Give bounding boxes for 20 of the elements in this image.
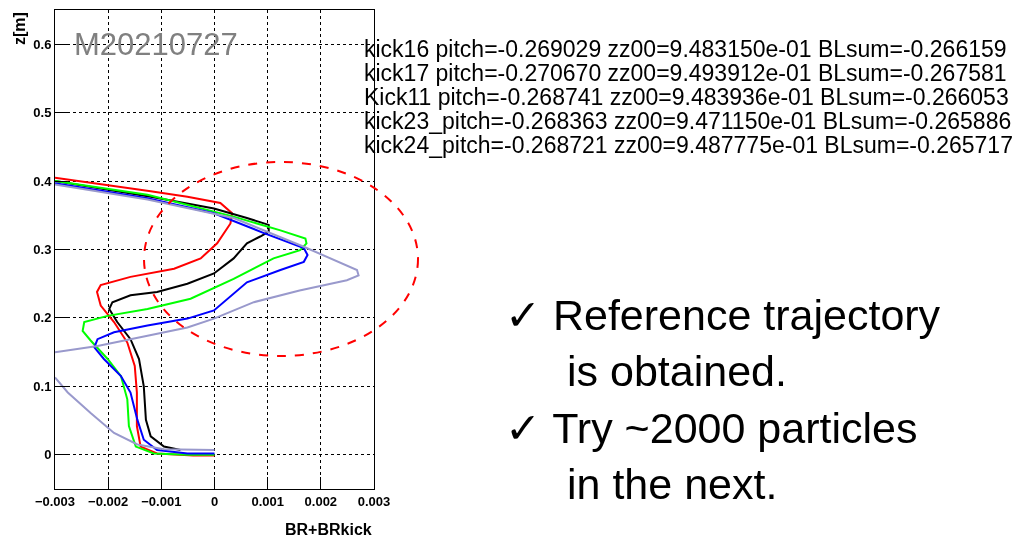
annotation: M20210727 [74, 27, 238, 62]
x-tick-label: −0.003 [34, 493, 76, 509]
y-tick-label: 0.6 [33, 36, 52, 52]
y-tick-label: 0.5 [33, 105, 52, 121]
x-tick-label: 0.003 [357, 493, 391, 509]
y-tick-label: 0.4 [33, 173, 53, 189]
x-tick-label: 0 [210, 493, 219, 509]
y-axis-title: z[m] [11, 12, 28, 45]
y-tick-label: 0.3 [33, 242, 52, 258]
x-tick-label: 0.002 [304, 493, 338, 509]
text: ✓ Reference trajectory is obtained. [505, 290, 942, 397]
y-tick-label: 0.2 [33, 310, 52, 326]
text: ✓ Try ~2000 particles in the next. [505, 403, 919, 510]
y-tick-label: 0 [44, 447, 52, 463]
x-tick-label: −0.002 [88, 493, 129, 509]
y-tick-label: 0.1 [33, 378, 52, 394]
x-tick-label: 0.001 [251, 493, 284, 509]
x-tick-label: −0.001 [141, 493, 182, 509]
line-series [55, 176, 234, 457]
x-axis-title: BR+BRkick [285, 521, 372, 538]
